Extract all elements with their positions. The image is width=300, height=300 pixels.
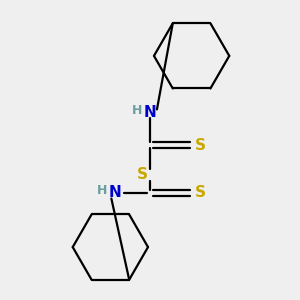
Text: N: N bbox=[109, 185, 122, 200]
Text: H: H bbox=[97, 184, 108, 197]
Text: S: S bbox=[195, 185, 206, 200]
Text: N: N bbox=[144, 105, 156, 120]
Text: S: S bbox=[136, 167, 148, 182]
Text: S: S bbox=[195, 137, 206, 152]
Text: H: H bbox=[132, 104, 142, 117]
